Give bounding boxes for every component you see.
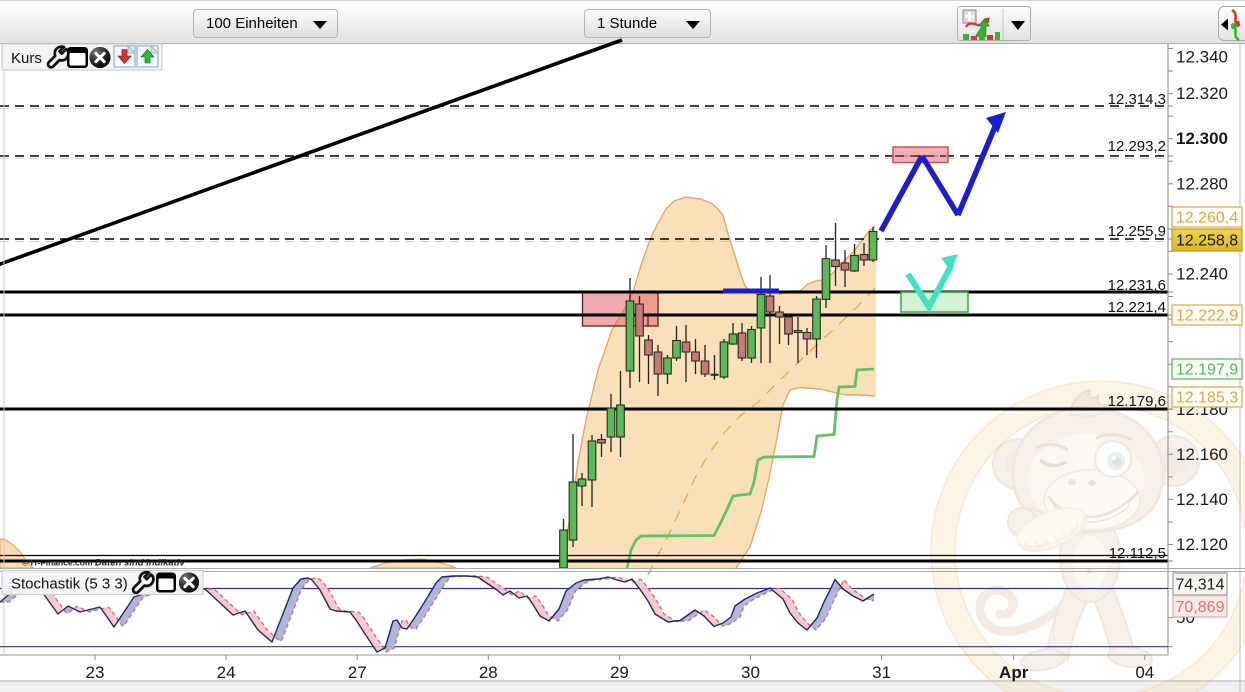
svg-text:Kurs: Kurs	[11, 50, 42, 67]
svg-text:Stochastik (5 3 3): Stochastik (5 3 3)	[11, 576, 128, 593]
svg-text:31: 31	[872, 663, 891, 682]
svg-text:12.280: 12.280	[1176, 174, 1228, 193]
svg-text:12.140: 12.140	[1176, 490, 1228, 509]
svg-text:04: 04	[1135, 663, 1154, 682]
svg-text:23: 23	[86, 663, 105, 682]
svg-text:Daten sind indikativ: Daten sind indikativ	[95, 558, 185, 569]
svg-text:12.260,4: 12.260,4	[1176, 210, 1238, 227]
svg-text:12.320: 12.320	[1176, 84, 1228, 103]
svg-text:12.160: 12.160	[1176, 445, 1228, 464]
svg-text:Apr: Apr	[999, 663, 1029, 682]
svg-text:12.112,5: 12.112,5	[1109, 545, 1166, 562]
svg-text:74,314: 74,314	[1176, 577, 1225, 594]
svg-text:70,869: 70,869	[1176, 599, 1225, 616]
svg-text:12.197,9: 12.197,9	[1176, 362, 1238, 379]
svg-text:12.255,9: 12.255,9	[1108, 223, 1166, 240]
svg-text:12.120: 12.120	[1176, 535, 1228, 554]
svg-text:12.222,9: 12.222,9	[1176, 308, 1238, 325]
svg-text:12.179,6: 12.179,6	[1108, 393, 1166, 410]
svg-text:12.231,6: 12.231,6	[1108, 277, 1166, 294]
svg-text:12.300: 12.300	[1176, 129, 1228, 148]
svg-text:12.293,2: 12.293,2	[1108, 138, 1166, 155]
svg-text:12.340: 12.340	[1176, 48, 1228, 67]
svg-text:27: 27	[348, 663, 367, 682]
svg-text:12.314,3: 12.314,3	[1108, 91, 1166, 108]
svg-text:12.185,3: 12.185,3	[1176, 390, 1238, 407]
svg-text:© IT-Finance.com: © IT-Finance.com	[22, 558, 93, 568]
svg-text:28: 28	[479, 663, 498, 682]
svg-text:24: 24	[217, 663, 236, 682]
svg-text:29: 29	[610, 663, 629, 682]
svg-text:12.258,8: 12.258,8	[1176, 233, 1238, 250]
svg-text:30: 30	[741, 663, 760, 682]
svg-text:12.221,4: 12.221,4	[1108, 299, 1166, 316]
svg-text:12.240: 12.240	[1176, 265, 1228, 284]
